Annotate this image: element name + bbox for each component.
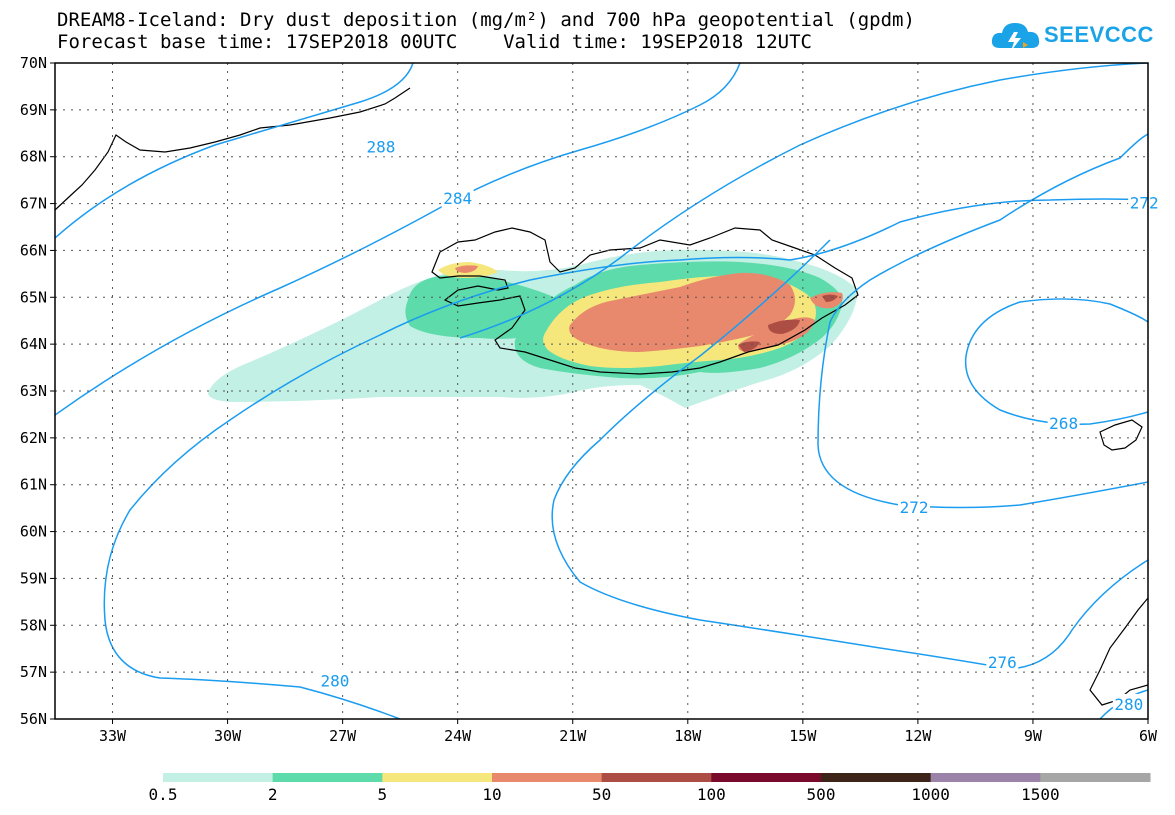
legend-swatch [163, 773, 274, 782]
lon-tick-label: 33W [99, 727, 127, 745]
legend-swatch [711, 773, 822, 782]
contour-label: 272 [898, 497, 931, 518]
contour-label: 280 [1112, 693, 1145, 714]
lat-tick-label: 63N [20, 382, 47, 400]
legend-swatch [1040, 773, 1151, 782]
contour-label-background [1047, 412, 1080, 433]
contour-label: 268 [1047, 412, 1080, 433]
legend-swatch [930, 773, 1041, 782]
legend-label: 2 [268, 785, 278, 804]
contour-label-text: 288 [367, 137, 396, 156]
lat-tick-label: 67N [20, 195, 47, 213]
faroe-islands-coastline [1099, 419, 1143, 451]
contour-label-background [364, 136, 397, 157]
graticule [55, 63, 1148, 719]
contour-label-text: 272 [900, 498, 929, 517]
lat-tick-label: 66N [20, 241, 47, 259]
contour-label: 280 [318, 670, 351, 691]
lon-tick-label: 9W [1024, 727, 1043, 745]
legend-swatch [272, 773, 383, 782]
lat-tick-label: 58N [20, 616, 47, 634]
contour-272 [817, 133, 1148, 509]
legend-label: 100 [697, 785, 726, 804]
legend-label: 0.5 [149, 785, 178, 804]
contour-label: 288 [364, 136, 397, 157]
contour-label-text: 268 [1049, 414, 1078, 433]
lon-tick-label: 30W [214, 727, 242, 745]
legend-label: 5 [378, 785, 388, 804]
lon-tick-label: 12W [904, 727, 932, 745]
lon-tick-label: 21W [559, 727, 587, 745]
lat-tick-label: 70N [20, 54, 47, 72]
lon-tick-label: 15W [789, 727, 817, 745]
contour-label-text: 280 [321, 672, 350, 691]
legend-swatch [492, 773, 603, 782]
map-title: DREAM8-Iceland: Dry dust deposition (mg/… [57, 9, 915, 31]
seevccc-logo: SEEVCCC [990, 18, 1153, 58]
lat-tick-label: 69N [20, 101, 47, 119]
legend-swatch [382, 773, 493, 782]
greenland-coastline [55, 87, 411, 211]
forecast-times: Forecast base time: 17SEP2018 00UTC Vali… [57, 31, 812, 53]
lat-tick-label: 60N [20, 523, 47, 541]
dust-deposition-shading [208, 249, 858, 408]
contour-label-text: 280 [1114, 695, 1143, 714]
lon-tick-label: 24W [444, 727, 472, 745]
contour-label: 284 [441, 187, 474, 208]
contour-label-background [1128, 192, 1161, 213]
lat-tick-label: 65N [20, 288, 47, 306]
contour-284-east [459, 63, 1148, 339]
contour-288 [55, 63, 414, 239]
legend-swatch [601, 773, 712, 782]
contour-label-background [986, 651, 1019, 672]
iceland-coastline [431, 227, 859, 375]
logo-text: SEEVCCC [1044, 22, 1154, 47]
lon-tick-label: 18W [674, 727, 702, 745]
contour-label-background [318, 670, 351, 691]
legend-label: 500 [807, 785, 836, 804]
contour-label-background [898, 497, 931, 518]
lat-tick-label: 57N [20, 663, 47, 681]
lat-tick-label: 62N [20, 429, 47, 447]
contour-label-text: 272 [1130, 194, 1159, 213]
legend-label: 50 [592, 785, 611, 804]
legend-label: 1000 [911, 785, 950, 804]
coastlines [55, 87, 1148, 706]
lat-tick-label: 64N [20, 335, 47, 353]
contour-280 [103, 198, 1148, 719]
cloud-lightning-icon [991, 23, 1040, 51]
lat-tick-label: 61N [20, 476, 47, 494]
lat-tick-label: 68N [20, 148, 47, 166]
legend-swatch [821, 773, 932, 782]
contour-268 [964, 298, 1148, 425]
lat-tick-label: 59N [20, 569, 47, 587]
contour-label: 272 [1128, 192, 1161, 213]
contour-label-background [1112, 693, 1145, 714]
contour-label-background [441, 187, 474, 208]
map-axes: 70N 69N 68N 67N 66N 65N 64N 63N 62N 61N 60N 59N 58N 5… [20, 54, 1158, 745]
lon-tick-label: 27W [329, 727, 357, 745]
contour-label: 276 [986, 651, 1019, 672]
dust-legend: 0.5 2 5 10 50 100 500 1000 1500 [149, 773, 1151, 804]
legend-label: 1500 [1021, 785, 1060, 804]
legend-label: 10 [482, 785, 501, 804]
scotland-coastline [1089, 597, 1148, 706]
contour-label-text: 284 [443, 189, 472, 208]
lon-tick-label: 6W [1139, 727, 1158, 745]
contour-label-text: 276 [988, 653, 1017, 672]
lat-tick-label: 56N [20, 710, 47, 728]
contour-labels: 288 284 272 268 272 276 280 280 [318, 136, 1161, 714]
